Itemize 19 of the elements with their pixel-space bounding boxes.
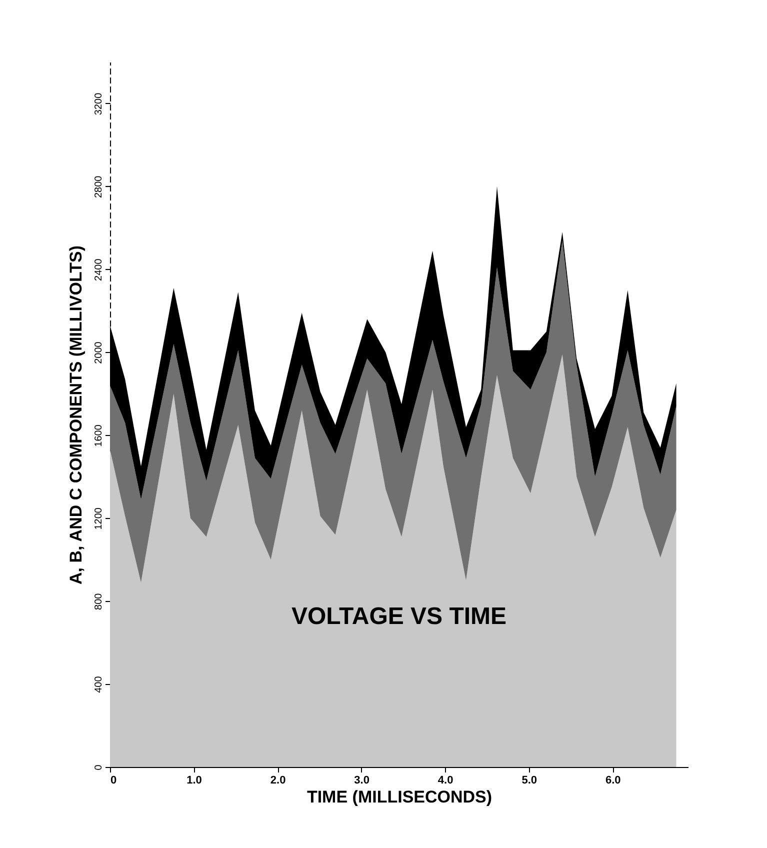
x-tick-label: 1.0 [186, 774, 202, 786]
text: VOLTAGE VS TIME [291, 603, 507, 630]
y-tick-label: 1200 [94, 507, 104, 530]
y-tick-label: 2400 [94, 258, 104, 281]
y-tick-label: 800 [94, 592, 104, 610]
x-tick-label: 0 [110, 774, 117, 786]
x-axis-title: TIME (MILLISECONDS) [306, 788, 492, 806]
x-tick-label: 4.0 [438, 774, 454, 786]
y-tick-label: 3200 [94, 92, 104, 116]
x-tick-label: 2.0 [270, 774, 286, 786]
y-tick-label: 1600 [94, 424, 104, 447]
x-tick-label: 5.0 [522, 774, 537, 786]
y-axis-title: A, B, AND C COMPONENTS (MILLIVOLTS) [66, 245, 86, 585]
x-tick-label: 3.0 [354, 774, 370, 786]
y-tick-label: 2800 [94, 175, 104, 198]
y-tick-label: 2000 [94, 341, 104, 364]
y-tick-label: 400 [94, 676, 104, 693]
y-tick-label: 0 [94, 764, 104, 770]
x-tick-label: 6.0 [605, 774, 621, 786]
